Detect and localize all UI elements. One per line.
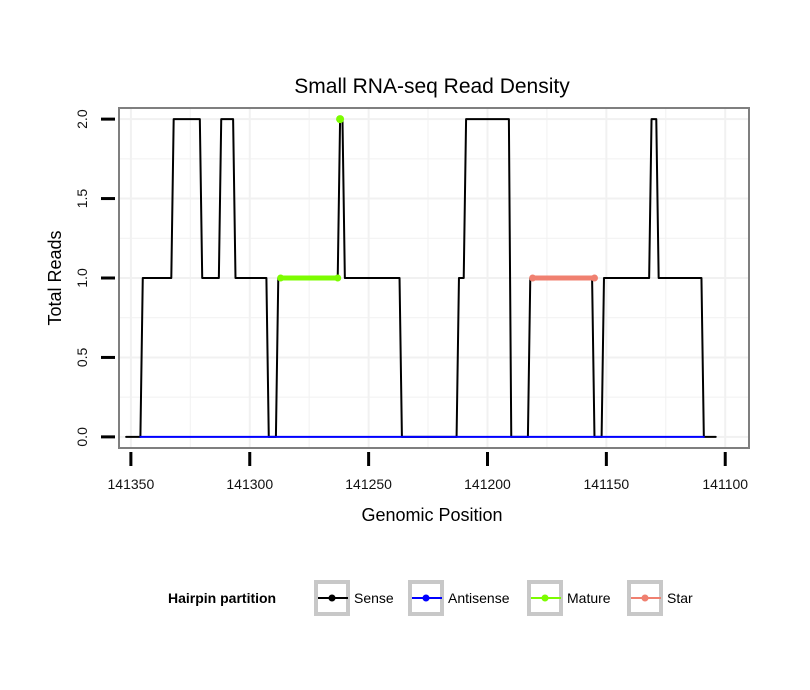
- legend-dot-antisense: [422, 594, 430, 602]
- chart-title: Small RNA-seq Read Density: [294, 75, 570, 98]
- x-tick-label: 141100: [702, 476, 748, 492]
- y-tick-label: 0.5: [74, 347, 90, 367]
- data-point-mature: [336, 115, 345, 124]
- legend-label-mature: Mature: [567, 590, 611, 606]
- legend-dot-mature: [541, 594, 549, 602]
- x-tick-label: 141350: [108, 476, 155, 492]
- data-point-mature: [277, 274, 285, 282]
- series-layer: [125, 115, 717, 438]
- data-point-star: [529, 274, 537, 282]
- plot-border: [118, 107, 750, 449]
- legend-label-antisense: Antisense: [448, 590, 510, 606]
- legend-label-sense: Sense: [354, 590, 394, 606]
- x-tick-label: 141200: [464, 476, 511, 492]
- y-axis-title: Total Reads: [45, 230, 65, 325]
- data-point-star: [590, 274, 598, 282]
- legend: Hairpin partition Sense Antisense Mature St…: [168, 580, 693, 616]
- y-tick-label: 2.0: [74, 109, 90, 129]
- series-line-sense: [125, 118, 717, 438]
- x-tick-label: 141300: [226, 476, 273, 492]
- data-point-mature: [334, 274, 342, 282]
- x-axis-title: Genomic Position: [361, 505, 502, 525]
- y-tick-label: 1.0: [74, 268, 90, 288]
- x-tick-label: 141150: [584, 476, 630, 492]
- legend-dot-sense: [328, 594, 336, 602]
- legend-label-star: Star: [667, 590, 693, 606]
- axis-layer: 141350 141300 141250 141200 141150 141100 0.0 0…: [74, 109, 748, 492]
- y-tick-label: 0.0: [74, 427, 90, 447]
- x-tick-label: 141250: [345, 476, 392, 492]
- legend-title: Hairpin partition: [168, 590, 276, 606]
- legend-dot-star: [641, 594, 649, 602]
- y-tick-label: 1.5: [74, 189, 90, 209]
